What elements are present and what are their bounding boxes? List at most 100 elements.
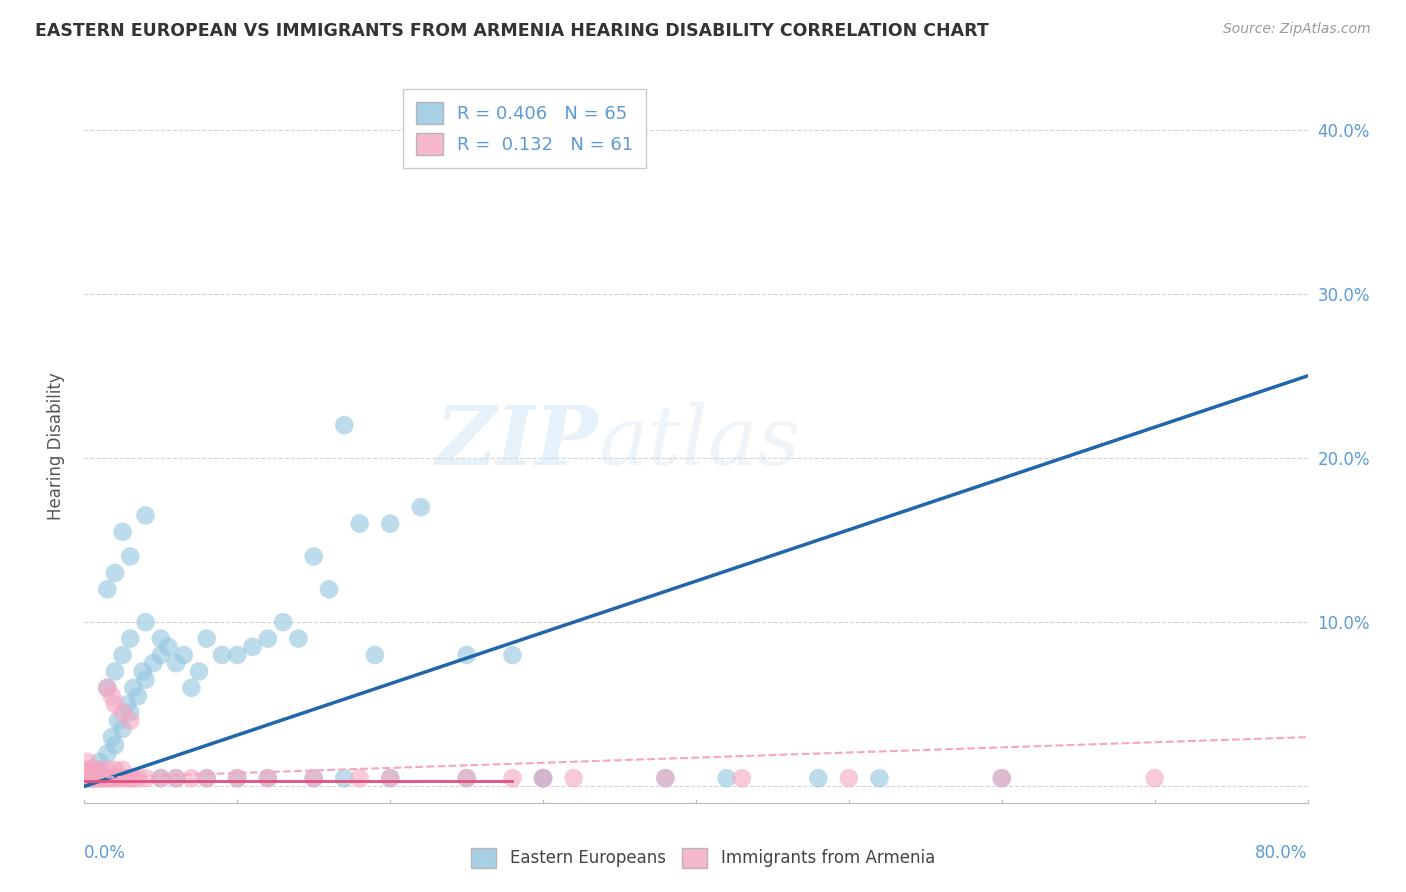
Point <box>456 771 478 785</box>
Point <box>165 657 187 671</box>
Point <box>111 763 134 777</box>
Point <box>349 516 371 531</box>
Point <box>226 771 249 785</box>
Point <box>654 771 676 785</box>
Legend: Eastern Europeans, Immigrants from Armenia: Eastern Europeans, Immigrants from Armen… <box>464 841 942 875</box>
Point <box>96 681 118 695</box>
Point <box>456 648 478 662</box>
Point <box>89 763 111 777</box>
Point <box>149 632 172 646</box>
Point <box>195 771 218 785</box>
Point <box>364 648 387 662</box>
Point <box>869 771 891 785</box>
Point <box>115 771 138 785</box>
Point <box>107 714 129 728</box>
Point <box>531 771 554 785</box>
Point <box>107 771 129 785</box>
Text: Hearing Disability: Hearing Disability <box>48 372 65 520</box>
Point <box>188 665 211 679</box>
Point <box>89 771 111 785</box>
Point <box>991 771 1014 785</box>
Point <box>302 549 325 564</box>
Point <box>135 508 157 523</box>
Point <box>86 763 108 777</box>
Point <box>91 771 114 785</box>
Point <box>318 582 340 597</box>
Point <box>165 771 187 785</box>
Point <box>716 771 738 785</box>
Point <box>86 771 108 785</box>
Point <box>89 771 111 785</box>
Point <box>226 771 249 785</box>
Point <box>380 516 402 531</box>
Point <box>302 771 325 785</box>
Point <box>96 747 118 761</box>
Point <box>1143 771 1166 785</box>
Point <box>180 771 202 785</box>
Point <box>135 771 157 785</box>
Point <box>101 730 124 744</box>
Point <box>79 771 101 785</box>
Point <box>257 771 280 785</box>
Point <box>195 771 218 785</box>
Point <box>104 771 127 785</box>
Point <box>502 771 524 785</box>
Point <box>91 771 114 785</box>
Point <box>83 771 105 785</box>
Point <box>80 771 103 785</box>
Point <box>115 698 138 712</box>
Point <box>271 615 294 630</box>
Point <box>333 418 356 433</box>
Point <box>120 549 142 564</box>
Point <box>76 763 98 777</box>
Text: EASTERN EUROPEAN VS IMMIGRANTS FROM ARMENIA HEARING DISABILITY CORRELATION CHART: EASTERN EUROPEAN VS IMMIGRANTS FROM ARME… <box>35 22 988 40</box>
Point <box>101 771 124 785</box>
Point <box>79 771 101 785</box>
Legend: R = 0.406   N = 65, R =  0.132   N = 61: R = 0.406 N = 65, R = 0.132 N = 61 <box>404 89 647 168</box>
Point <box>838 771 860 785</box>
Point <box>120 771 142 785</box>
Point <box>76 755 98 769</box>
Point <box>242 640 264 654</box>
Point <box>111 706 134 720</box>
Point <box>135 673 157 687</box>
Point <box>257 771 280 785</box>
Point <box>120 706 142 720</box>
Point <box>104 763 127 777</box>
Point <box>96 582 118 597</box>
Point <box>409 500 432 515</box>
Point <box>531 771 554 785</box>
Point <box>287 632 309 646</box>
Point <box>991 771 1014 785</box>
Point <box>111 524 134 539</box>
Point <box>502 648 524 662</box>
Point <box>120 632 142 646</box>
Point <box>349 771 371 785</box>
Point <box>76 771 98 785</box>
Text: ZIP: ZIP <box>436 401 598 482</box>
Point <box>807 771 830 785</box>
Point <box>165 771 187 785</box>
Point <box>302 771 325 785</box>
Point <box>83 771 105 785</box>
Point <box>211 648 233 662</box>
Point <box>531 771 554 785</box>
Point <box>79 763 101 777</box>
Point <box>96 771 118 785</box>
Point <box>104 665 127 679</box>
Point <box>111 722 134 736</box>
Point <box>120 714 142 728</box>
Point <box>654 771 676 785</box>
Point <box>111 648 134 662</box>
Point <box>76 771 98 785</box>
Point <box>135 615 157 630</box>
Point <box>562 771 585 785</box>
Point <box>122 771 145 785</box>
Point <box>127 689 149 703</box>
Point <box>104 698 127 712</box>
Point <box>173 648 195 662</box>
Point <box>76 763 98 777</box>
Point <box>180 681 202 695</box>
Point <box>86 771 108 785</box>
Point <box>122 681 145 695</box>
